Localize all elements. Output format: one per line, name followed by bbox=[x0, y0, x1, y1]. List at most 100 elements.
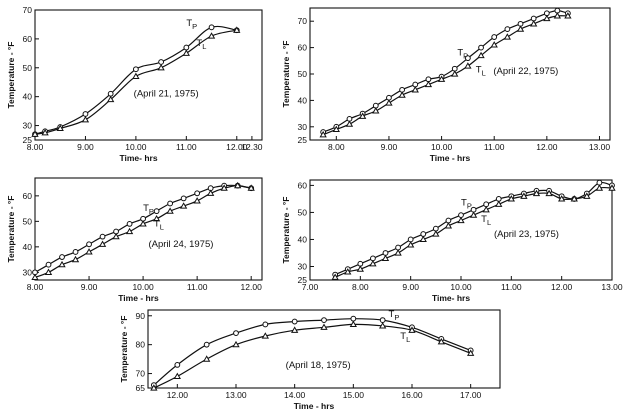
x-tick-label: 12.00 bbox=[167, 390, 189, 400]
data-point-tl bbox=[345, 120, 354, 127]
series-label-tp: TP bbox=[461, 198, 472, 211]
data-point-tl bbox=[411, 86, 419, 93]
data-point-tl bbox=[398, 91, 406, 98]
data-point-tl bbox=[234, 181, 242, 189]
data-point-tp bbox=[291, 318, 298, 325]
data-point-tp bbox=[350, 315, 357, 322]
y-tick-label: 50 bbox=[23, 216, 33, 226]
data-point-tl bbox=[444, 222, 453, 229]
data-point-tl bbox=[220, 184, 228, 191]
data-point-tp bbox=[491, 34, 498, 40]
y-tick-label: 30 bbox=[23, 267, 33, 277]
data-point-tl bbox=[457, 216, 465, 224]
data-point-tl bbox=[495, 200, 503, 207]
data-point-tl bbox=[545, 189, 553, 197]
data-point-tl bbox=[482, 205, 490, 213]
x-tick-label: 7.00 bbox=[302, 282, 319, 292]
y-tick-label: 40 bbox=[298, 234, 308, 244]
data-point-tl bbox=[437, 337, 445, 345]
date-annotation: (April 24, 1975) bbox=[148, 239, 213, 250]
x-tick-label: 16.00 bbox=[401, 390, 423, 400]
data-point-tp bbox=[180, 195, 187, 202]
data-point-tp bbox=[233, 330, 239, 337]
data-point-tl bbox=[173, 372, 181, 380]
x-tick-label: 12.00 bbox=[536, 142, 558, 152]
x-tick-label: 10.00 bbox=[132, 282, 154, 292]
series-line-tp bbox=[34, 184, 252, 273]
y-tick-label: 50 bbox=[298, 207, 308, 217]
y-tick-label: 80 bbox=[136, 340, 146, 350]
data-point-tl bbox=[372, 107, 380, 114]
data-point-tl bbox=[507, 195, 515, 202]
x-tick-label: 12.00 bbox=[226, 142, 248, 152]
data-point-tp bbox=[208, 24, 215, 31]
x-axis-label: Time- hrs bbox=[119, 153, 157, 163]
data-point-tl bbox=[432, 230, 440, 237]
data-point-tl bbox=[394, 249, 402, 256]
data-point-tl bbox=[182, 49, 190, 56]
data-point-tp bbox=[72, 249, 79, 255]
data-point-tl bbox=[543, 14, 551, 22]
data-point-tl bbox=[58, 260, 66, 268]
data-point-tl bbox=[356, 265, 364, 272]
data-point-tl bbox=[98, 240, 107, 247]
data-point-tl bbox=[490, 41, 498, 48]
data-point-tl bbox=[132, 72, 140, 80]
data-point-tl bbox=[166, 207, 174, 214]
x-tick-label: 14.00 bbox=[284, 390, 306, 400]
x-tick-label: 11.00 bbox=[484, 142, 505, 152]
data-point-tp bbox=[203, 341, 210, 348]
y-tick-label: 70 bbox=[136, 369, 146, 379]
date-annotation: (April 21, 1975) bbox=[134, 89, 199, 100]
data-point-tl bbox=[408, 326, 416, 333]
data-point-tl bbox=[261, 332, 269, 339]
series-line-tp bbox=[334, 181, 613, 276]
y-tick-label: 40 bbox=[298, 95, 308, 105]
x-tick-label: 10.00 bbox=[450, 282, 472, 292]
x-tick-label: 10.00 bbox=[431, 142, 453, 152]
series-line-tl bbox=[153, 323, 471, 389]
data-point-tl bbox=[203, 355, 211, 362]
data-point-tl bbox=[31, 273, 39, 281]
x-tick-label: 13.00 bbox=[225, 390, 247, 400]
chart-april-23: 7.00 8.00 9.00 10.00 11.00 12.00 13.00 25 30 40 50… bbox=[281, 179, 623, 303]
data-point-tl bbox=[233, 26, 241, 33]
y-tick-label: 60 bbox=[298, 180, 308, 190]
data-point-tl bbox=[81, 115, 90, 123]
data-point-tl bbox=[206, 189, 215, 196]
data-point-tl bbox=[232, 340, 240, 348]
data-point-tl bbox=[564, 12, 572, 19]
x-tick-label: 15.00 bbox=[343, 390, 365, 400]
data-point-tl bbox=[608, 184, 616, 191]
y-axis-label: Temperature - °F bbox=[281, 196, 291, 263]
data-point-tl bbox=[179, 202, 188, 209]
x-tick-label: 11.00 bbox=[187, 282, 208, 292]
data-point-tl bbox=[469, 211, 478, 218]
data-point-tl bbox=[107, 95, 115, 103]
data-point-tp bbox=[321, 317, 327, 324]
series-line-tl bbox=[34, 29, 237, 135]
series-line-tl bbox=[34, 184, 252, 278]
data-point-tl bbox=[150, 384, 158, 391]
x-tick-label: 11.00 bbox=[501, 282, 522, 292]
data-point-tp bbox=[45, 261, 52, 268]
data-point-tl bbox=[207, 32, 216, 39]
data-point-tl bbox=[381, 254, 390, 261]
data-point-tl bbox=[369, 259, 377, 267]
y-tick-label: 60 bbox=[23, 191, 33, 201]
series-label-tl: TL bbox=[476, 65, 486, 78]
data-point-tl bbox=[407, 241, 415, 248]
data-point-tp bbox=[158, 59, 165, 65]
data-point-tp bbox=[194, 190, 201, 197]
data-point-tl bbox=[85, 248, 93, 255]
data-point-tl bbox=[467, 349, 475, 356]
data-point-tl bbox=[157, 63, 165, 71]
data-point-tl bbox=[291, 326, 299, 333]
series-label-tp: TP bbox=[389, 309, 400, 322]
series-label-tp: TP bbox=[186, 18, 197, 31]
data-point-tl bbox=[477, 51, 485, 59]
x-axis-label: Time- hrs bbox=[432, 293, 470, 303]
data-point-tl bbox=[319, 130, 327, 138]
data-point-tp bbox=[183, 44, 190, 51]
